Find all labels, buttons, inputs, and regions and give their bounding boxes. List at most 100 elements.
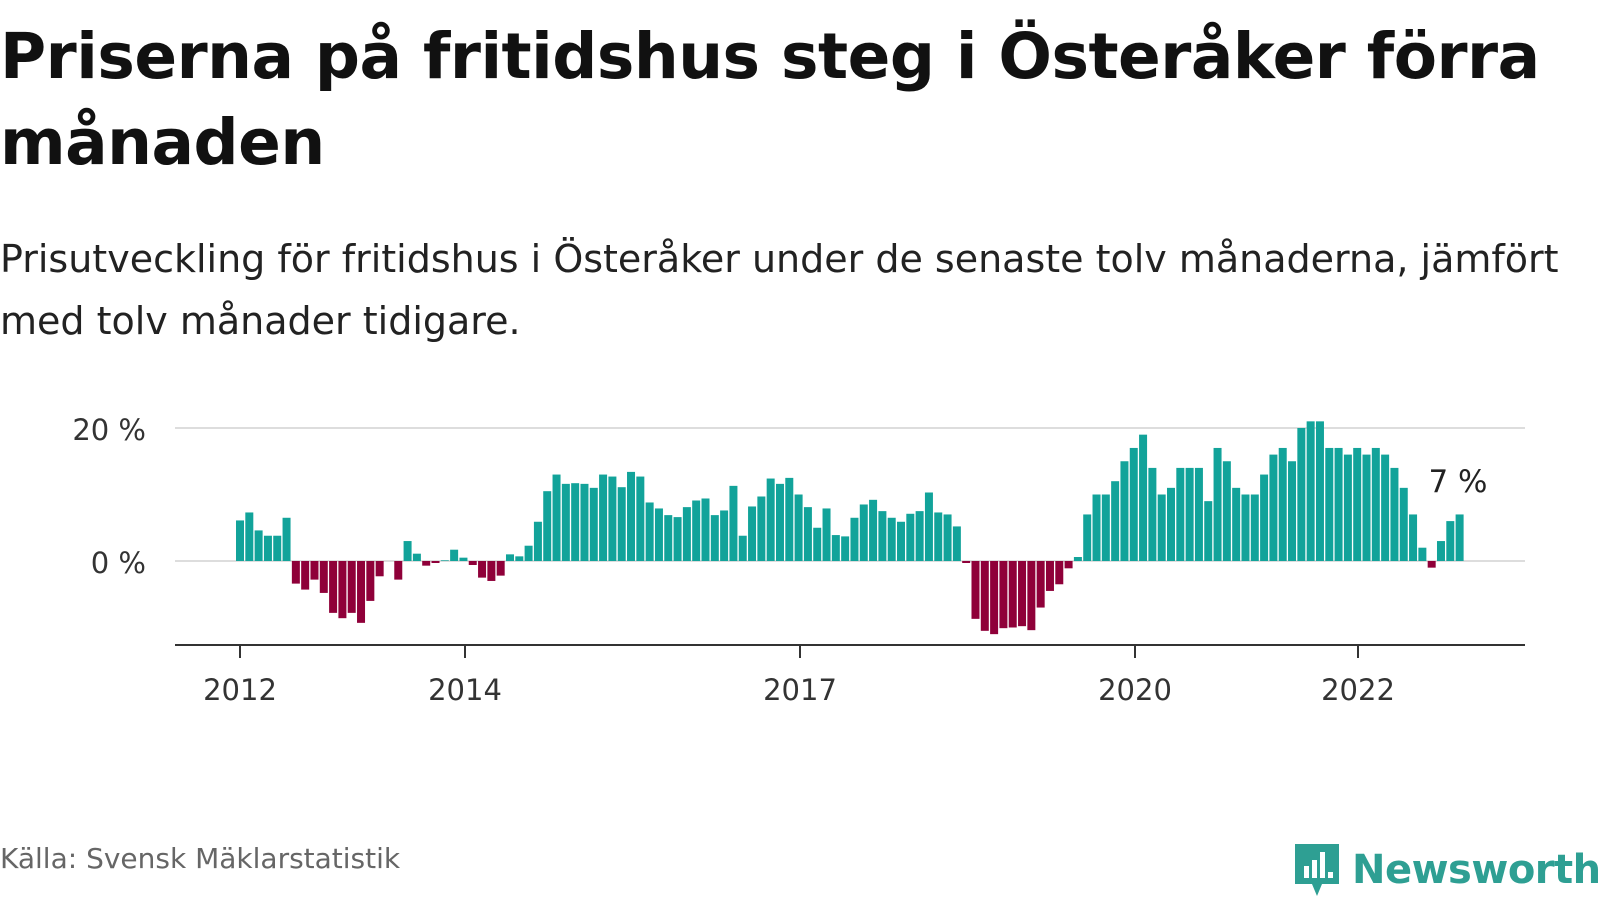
bar-2021-05 bbox=[1278, 447, 1287, 561]
bar-2012-07 bbox=[291, 561, 300, 584]
bar-2012-11 bbox=[329, 561, 338, 613]
bar-2020-05 bbox=[1167, 487, 1175, 561]
bar-2020-10 bbox=[1213, 447, 1222, 561]
bar-2022-10 bbox=[1436, 541, 1445, 561]
bar-2022-12 bbox=[1455, 514, 1464, 561]
bar-2013-08 bbox=[412, 553, 421, 561]
bar-2017-06 bbox=[841, 536, 850, 561]
y-tick-label-0: 0 % bbox=[91, 546, 146, 580]
bar-2020-07 bbox=[1185, 467, 1194, 561]
bar-2021-10 bbox=[1325, 447, 1334, 561]
newsworthy-logo-icon bbox=[1295, 844, 1339, 896]
bar-2019-11 bbox=[1111, 481, 1120, 561]
bar-2021-01 bbox=[1241, 494, 1250, 561]
bar-2015-11 bbox=[664, 515, 673, 562]
bar-2022-08 bbox=[1418, 547, 1427, 561]
bar-2021-09 bbox=[1315, 421, 1324, 561]
bar-2018-10 bbox=[990, 561, 999, 635]
bar-2012-08 bbox=[301, 561, 310, 590]
bar-2012-03 bbox=[254, 530, 263, 561]
bar-2017-12 bbox=[897, 521, 906, 561]
bar-2021-07 bbox=[1297, 428, 1306, 561]
x-axis: 2012 2014 2017 2020 2022 bbox=[175, 644, 1525, 707]
bar-2014-05 bbox=[496, 561, 505, 576]
bar-2019-08 bbox=[1083, 514, 1092, 561]
brand-name: Newsworthy bbox=[1352, 847, 1600, 893]
bar-2018-03 bbox=[924, 492, 933, 561]
bar-2021-08 bbox=[1306, 421, 1315, 561]
x-tick-label-2017: 2017 bbox=[763, 673, 837, 707]
bar-2014-07 bbox=[515, 556, 524, 562]
bar-2015-07 bbox=[627, 471, 636, 561]
bar-2015-03 bbox=[589, 487, 598, 561]
bar-2015-02 bbox=[580, 483, 589, 561]
bar-2020-08 bbox=[1194, 467, 1203, 561]
bar-2022-05 bbox=[1390, 467, 1399, 561]
chart-title: Priserna på fritidshus steg i Österåker … bbox=[0, 20, 1540, 179]
bar-2016-10 bbox=[766, 478, 775, 561]
bar-2015-09 bbox=[645, 502, 654, 561]
bar-2012-04 bbox=[263, 535, 272, 561]
bar-2021-02 bbox=[1250, 494, 1259, 561]
bar-2018-02 bbox=[915, 511, 924, 562]
y-axis-labels: 20 % 0 % bbox=[72, 413, 146, 580]
bar-2018-06 bbox=[952, 526, 961, 561]
bar-2018-05 bbox=[943, 514, 952, 561]
bar-2014-10 bbox=[543, 491, 552, 562]
bar-2020-11 bbox=[1222, 461, 1231, 561]
bar-2014-01 bbox=[459, 557, 468, 561]
x-tick-label-2014: 2014 bbox=[428, 673, 502, 707]
bar-2017-01 bbox=[794, 494, 803, 561]
bar-2018-08 bbox=[971, 561, 980, 619]
bar-2014-06 bbox=[505, 554, 514, 561]
bar-2012-12 bbox=[338, 561, 347, 619]
bar-2013-10 bbox=[431, 561, 440, 563]
bar-2014-09 bbox=[533, 521, 542, 561]
bar-2015-04 bbox=[599, 474, 608, 561]
bar-2018-07 bbox=[962, 561, 971, 563]
bar-2013-03 bbox=[366, 561, 375, 601]
bar-2021-11 bbox=[1334, 447, 1343, 561]
bar-2013-04 bbox=[375, 561, 384, 577]
bar-2013-09 bbox=[422, 561, 431, 566]
bar-2018-09 bbox=[980, 561, 989, 631]
bar-2012-06 bbox=[282, 517, 291, 561]
bar-2019-09 bbox=[1092, 494, 1101, 561]
bar-2019-01 bbox=[1018, 561, 1027, 627]
bar-2015-06 bbox=[617, 487, 626, 561]
bar-2022-04 bbox=[1381, 454, 1390, 561]
bar-2014-08 bbox=[524, 545, 533, 561]
bar-2021-03 bbox=[1260, 474, 1269, 561]
bar-2017-08 bbox=[859, 504, 868, 562]
bar-2021-04 bbox=[1269, 454, 1278, 561]
bar-2022-09 bbox=[1427, 561, 1436, 568]
bar-2016-08 bbox=[748, 506, 757, 561]
chart-subtitle: Prisutveckling för fritidshus i Österåke… bbox=[0, 237, 1559, 343]
bar-2021-12 bbox=[1343, 454, 1352, 561]
bar-2013-07 bbox=[403, 541, 412, 561]
bar-2017-10 bbox=[878, 511, 887, 562]
bar-2013-12 bbox=[450, 549, 459, 561]
latest-value-label: 7 % bbox=[1428, 464, 1487, 500]
y-tick-label-20: 20 % bbox=[72, 413, 146, 447]
bar-2015-05 bbox=[608, 476, 617, 561]
bar-2020-04 bbox=[1157, 494, 1166, 561]
bar-2018-04 bbox=[934, 512, 943, 562]
bar-2016-06 bbox=[729, 485, 738, 562]
bar-2017-02 bbox=[803, 507, 812, 561]
bar-2019-12 bbox=[1120, 461, 1129, 561]
bar-2020-09 bbox=[1204, 501, 1213, 561]
bar-2019-05 bbox=[1055, 561, 1064, 585]
bar-2019-02 bbox=[1027, 561, 1036, 631]
bar-2021-06 bbox=[1288, 461, 1297, 561]
bar-2019-03 bbox=[1036, 561, 1045, 608]
bar-2019-10 bbox=[1101, 494, 1110, 561]
bar-2017-03 bbox=[813, 527, 822, 561]
bar-2016-02 bbox=[692, 500, 701, 562]
source-note: Källa: Svensk Mäklarstatistik bbox=[0, 842, 401, 875]
bar-2019-07 bbox=[1073, 557, 1082, 561]
bar-2014-12 bbox=[561, 483, 570, 561]
bar-2012-09 bbox=[310, 561, 319, 580]
bar-2022-03 bbox=[1371, 447, 1380, 561]
bar-2014-11 bbox=[552, 474, 561, 561]
